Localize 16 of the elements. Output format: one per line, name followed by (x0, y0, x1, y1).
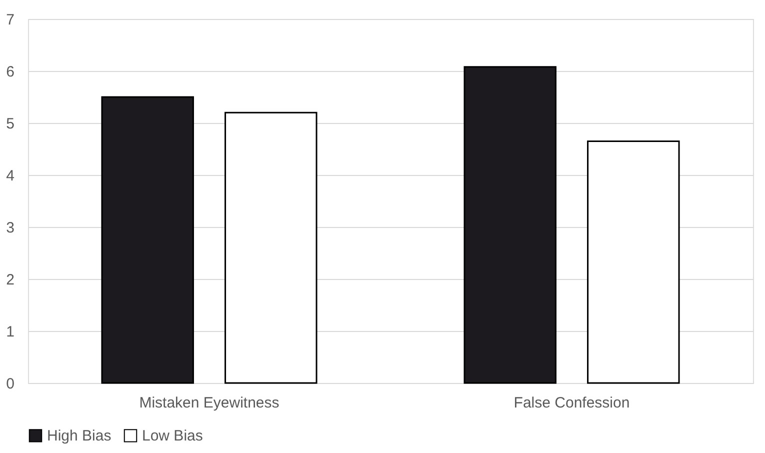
bar (101, 96, 194, 384)
y-tick-label: 1 (6, 324, 14, 340)
y-tick-label: 2 (6, 272, 14, 288)
y-tick-label: 6 (6, 64, 14, 80)
x-tick-label: False Confession (514, 394, 630, 412)
bar (224, 112, 318, 384)
y-tick-label: 5 (6, 116, 14, 132)
legend-label: High Bias (47, 428, 112, 445)
y-tick-label: 3 (6, 220, 14, 236)
y-tick-label: 0 (6, 376, 14, 392)
bar (464, 66, 556, 384)
y-tick-label: 4 (6, 168, 14, 184)
y-tick-label: 7 (6, 12, 14, 28)
legend-label: Low Bias (142, 428, 203, 445)
x-tick-label: Mistaken Eyewitness (139, 394, 280, 412)
bar (587, 140, 680, 384)
